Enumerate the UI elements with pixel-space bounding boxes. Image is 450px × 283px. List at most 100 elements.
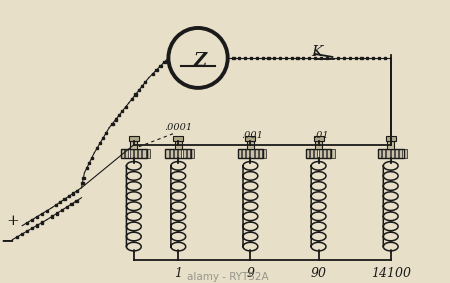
Text: .0001: .0001 — [164, 123, 192, 132]
Bar — [332, 149, 335, 158]
Bar — [86, 167, 88, 169]
Text: .001: .001 — [242, 131, 263, 140]
Bar — [238, 149, 263, 158]
Bar — [263, 149, 266, 158]
Bar — [36, 224, 38, 226]
Bar — [121, 110, 123, 112]
Text: 90: 90 — [310, 267, 327, 280]
Bar — [144, 81, 146, 83]
Bar — [68, 195, 70, 198]
Bar — [306, 149, 332, 158]
Bar — [291, 57, 293, 59]
Bar — [297, 57, 299, 59]
Bar — [191, 149, 194, 158]
Bar — [259, 149, 262, 158]
Text: alamy - RYT52A: alamy - RYT52A — [187, 272, 269, 282]
Bar — [81, 182, 84, 184]
Bar — [175, 141, 182, 149]
Bar — [59, 201, 61, 203]
Text: 14100: 14100 — [371, 267, 411, 280]
Bar — [314, 136, 324, 141]
Bar — [134, 149, 137, 158]
Bar — [138, 149, 141, 158]
Bar — [63, 198, 66, 200]
Bar — [310, 149, 313, 158]
Bar — [26, 222, 28, 224]
Bar — [41, 213, 43, 215]
Bar — [31, 227, 33, 229]
Bar — [343, 57, 345, 59]
Bar — [141, 85, 143, 87]
Bar — [130, 149, 133, 158]
Bar — [88, 162, 90, 164]
Bar — [131, 98, 133, 100]
Bar — [267, 57, 270, 59]
Bar — [250, 149, 254, 158]
Bar — [395, 149, 398, 158]
Text: +: + — [6, 214, 19, 228]
Bar — [115, 118, 117, 121]
Bar — [279, 57, 281, 59]
Text: 1: 1 — [174, 267, 182, 280]
Bar — [255, 149, 258, 158]
Bar — [382, 149, 385, 158]
Bar — [325, 57, 328, 59]
Bar — [378, 149, 381, 158]
Bar — [163, 61, 166, 63]
Bar — [66, 206, 68, 208]
Bar — [378, 149, 404, 158]
Bar — [152, 73, 154, 75]
Bar — [76, 190, 78, 192]
Bar — [387, 149, 390, 158]
Bar — [155, 69, 158, 71]
Bar — [256, 57, 258, 59]
Bar — [135, 93, 136, 96]
Bar — [327, 149, 330, 158]
Bar — [96, 147, 99, 149]
Bar — [323, 149, 326, 158]
Bar — [121, 149, 124, 158]
Bar — [187, 149, 190, 158]
Bar — [76, 200, 77, 202]
Bar — [138, 89, 140, 91]
Bar — [61, 209, 63, 211]
Bar — [166, 149, 169, 158]
Bar — [129, 136, 139, 141]
Bar — [26, 230, 28, 232]
Bar — [302, 57, 304, 59]
Bar — [31, 218, 33, 221]
Bar — [314, 149, 318, 158]
Bar — [399, 149, 402, 158]
Bar — [319, 149, 322, 158]
Bar — [56, 212, 58, 215]
Bar — [246, 149, 249, 158]
Bar — [315, 141, 322, 149]
Bar — [391, 149, 394, 158]
Bar — [285, 57, 287, 59]
Bar — [247, 141, 254, 149]
Bar — [308, 57, 310, 59]
Bar — [36, 216, 38, 218]
Bar — [173, 136, 183, 141]
Bar — [366, 57, 369, 59]
Bar — [130, 141, 137, 149]
Bar — [250, 57, 252, 59]
Bar — [238, 57, 240, 59]
Bar — [91, 157, 93, 159]
Bar — [233, 57, 234, 59]
Text: .01: .01 — [313, 131, 328, 140]
Bar — [183, 149, 186, 158]
Bar — [46, 210, 48, 212]
Bar — [174, 149, 177, 158]
Bar — [320, 57, 322, 59]
Bar — [16, 236, 18, 238]
Bar — [386, 136, 396, 141]
Bar — [273, 57, 275, 59]
Bar — [384, 57, 386, 59]
Bar — [387, 141, 394, 149]
Bar — [71, 203, 72, 205]
Bar — [125, 149, 128, 158]
Text: K: K — [311, 45, 322, 59]
Bar — [55, 204, 57, 206]
Text: −: − — [0, 232, 14, 249]
